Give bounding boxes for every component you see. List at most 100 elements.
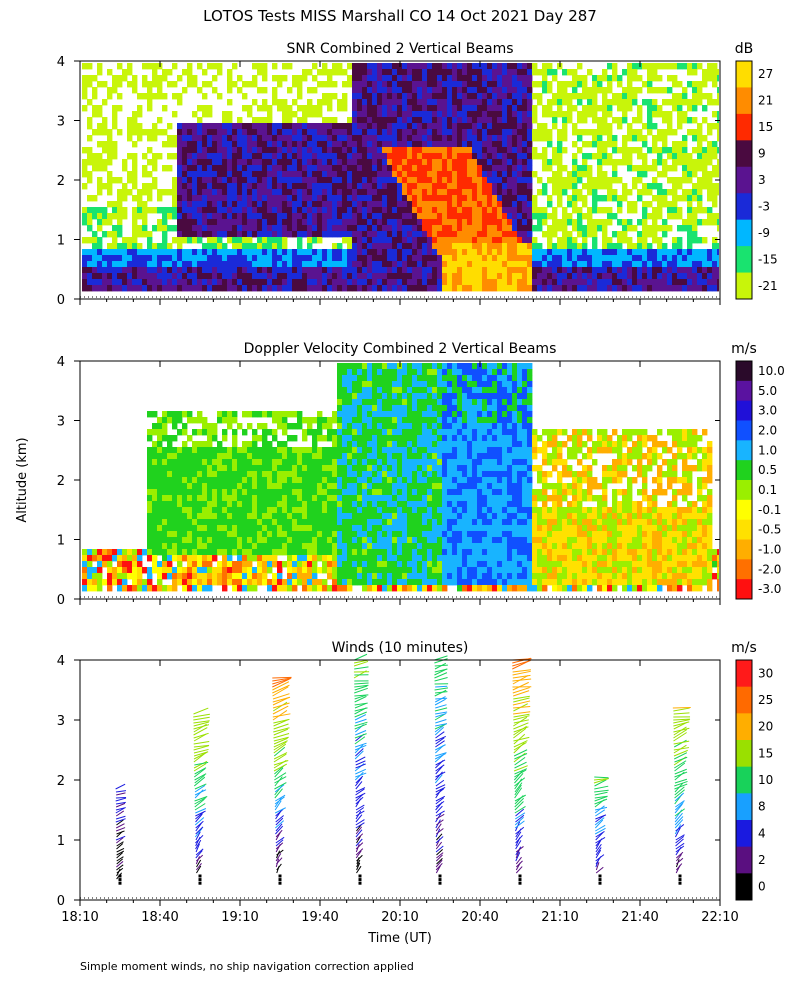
snr-cell xyxy=(457,189,463,196)
snr-cell xyxy=(267,279,273,286)
snr-cell xyxy=(492,153,498,160)
velocity-cell xyxy=(277,477,283,484)
velocity-cell xyxy=(297,477,303,484)
snr-cell xyxy=(302,75,308,82)
velocity-cell xyxy=(97,573,103,580)
velocity-cell xyxy=(207,423,213,430)
snr-cell xyxy=(317,249,323,256)
snr-cell xyxy=(642,135,648,142)
velocity-cell xyxy=(122,561,128,568)
snr-cell xyxy=(227,249,233,256)
snr-cell xyxy=(142,231,148,238)
snr-cell xyxy=(647,105,653,112)
snr-cell xyxy=(332,189,338,196)
snr-cell xyxy=(487,225,493,232)
snr-cell xyxy=(122,165,128,172)
snr-cell xyxy=(517,81,523,88)
snr-cell xyxy=(402,267,408,274)
velocity-cell xyxy=(232,495,238,502)
velocity-cell xyxy=(262,441,268,448)
snr-cell xyxy=(367,255,373,262)
snr-cell xyxy=(312,285,318,292)
snr-cell xyxy=(547,285,553,292)
snr-cell xyxy=(212,255,218,262)
snr-cell xyxy=(347,135,353,142)
snr-cell xyxy=(482,105,488,112)
snr-cell xyxy=(392,189,398,196)
snr-cell xyxy=(242,147,248,154)
snr-cell xyxy=(567,213,573,220)
snr-cell xyxy=(297,135,303,142)
snr-cell xyxy=(637,255,643,262)
velocity-cell xyxy=(317,423,323,430)
snr-cell xyxy=(652,231,658,238)
snr-cell xyxy=(87,225,93,232)
velocity-cell xyxy=(302,465,308,472)
snr-cell xyxy=(557,219,563,226)
snr-cell xyxy=(632,117,638,124)
snr-cell xyxy=(362,159,368,166)
velocity-cell xyxy=(97,579,103,586)
snr-cell xyxy=(392,255,398,262)
snr-cell xyxy=(232,225,238,232)
snr-cell xyxy=(122,255,128,262)
velocity-cell xyxy=(277,465,283,472)
velocity-cell xyxy=(227,513,233,520)
snr-cell xyxy=(582,75,588,82)
snr-cell xyxy=(352,273,358,280)
snr-cell xyxy=(492,219,498,226)
snr-cell xyxy=(682,111,688,118)
snr-cell xyxy=(267,147,273,154)
snr-cell xyxy=(507,81,513,88)
snr-cell xyxy=(447,153,453,160)
velocity-cell xyxy=(212,525,218,532)
snr-cell xyxy=(622,99,628,106)
snr-cell xyxy=(482,117,488,124)
snr-cell xyxy=(327,273,333,280)
snr-cell xyxy=(232,267,238,274)
snr-cell xyxy=(202,225,208,232)
snr-cell xyxy=(642,165,648,172)
snr-cell xyxy=(252,81,258,88)
snr-cell xyxy=(332,135,338,142)
velocity-cell xyxy=(192,525,198,532)
snr-cell xyxy=(307,189,313,196)
snr-cell xyxy=(612,243,618,250)
snr-cell xyxy=(657,261,663,268)
velocity-cell xyxy=(207,543,213,550)
velocity-cell xyxy=(182,423,188,430)
snr-cell xyxy=(117,279,123,286)
snr-cell xyxy=(307,111,313,118)
snr-cell xyxy=(577,75,583,82)
snr-cell xyxy=(642,189,648,196)
snr-cell xyxy=(147,207,153,214)
snr-cell xyxy=(512,213,518,220)
snr-cell xyxy=(492,273,498,280)
snr-cell xyxy=(507,207,513,214)
velocity-cell xyxy=(262,429,268,436)
snr-cell xyxy=(692,273,698,280)
snr-cell xyxy=(122,213,128,220)
snr-cell xyxy=(87,213,93,220)
snr-cell xyxy=(677,183,683,190)
snr-cell xyxy=(272,207,278,214)
snr-cell xyxy=(397,279,403,286)
velocity-cell xyxy=(147,435,153,442)
snr-cell xyxy=(187,237,193,244)
velocity-cell xyxy=(282,537,288,544)
snr-cell xyxy=(547,69,553,76)
snr-cell xyxy=(122,267,128,274)
velocity-cell xyxy=(222,453,228,460)
snr-cell xyxy=(302,171,308,178)
snr-cell xyxy=(147,279,153,286)
velocity-cell xyxy=(132,549,138,556)
velocity-cell xyxy=(187,411,193,418)
velocity-cell xyxy=(232,471,238,478)
snr-cell xyxy=(677,243,683,250)
snr-cell xyxy=(672,63,678,70)
snr-cell xyxy=(267,255,273,262)
snr-cell xyxy=(477,219,483,226)
snr-cell xyxy=(507,123,513,130)
snr-cell xyxy=(357,87,363,94)
snr-cell xyxy=(347,171,353,178)
